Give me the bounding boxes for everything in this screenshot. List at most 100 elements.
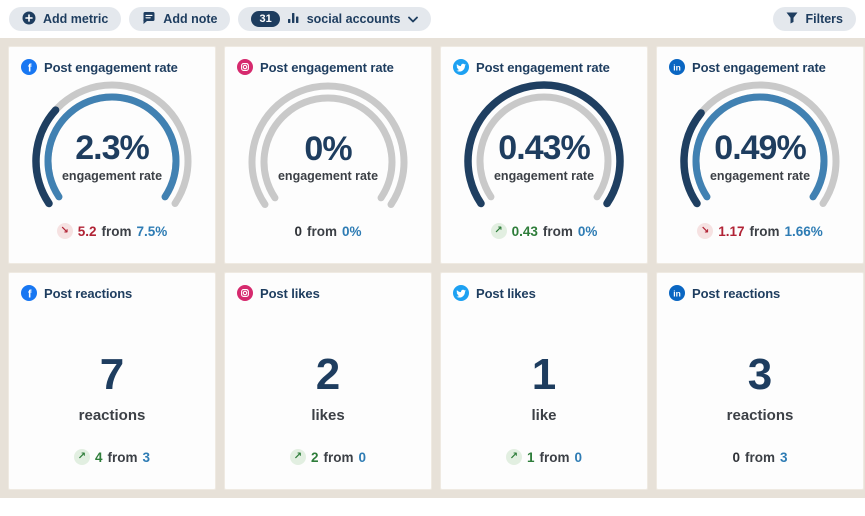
metric-card-facebook-engagement-rate[interactable]: f Post engagement rate 2.3% engagement r… — [8, 46, 216, 264]
gauge-chart — [248, 82, 408, 208]
change-indicator: ↘ 5.2 from 7.5% — [21, 223, 203, 247]
previous-value: 0 — [358, 449, 367, 465]
svg-text:in: in — [673, 62, 681, 72]
previous-value: 0 — [574, 449, 583, 465]
card-title: Post likes — [476, 285, 536, 301]
metric-value: 2.3% — [75, 129, 150, 167]
change-value: 0 — [732, 450, 740, 465]
change-value: 0 — [294, 224, 302, 239]
metric-card-linkedin-reactions[interactable]: in Post reactions 3 reactions 0 from 3 — [656, 272, 864, 490]
trend-arrow-icon: ↗ — [490, 223, 507, 239]
change-indicator: ↗ 0.43 from 0% — [453, 223, 635, 247]
metric-card-instagram-engagement-rate[interactable]: Post engagement rate 0% engagement rate … — [224, 46, 432, 264]
plus-circle-icon — [22, 11, 36, 28]
add-metric-button[interactable]: Add metric — [9, 7, 122, 31]
add-metric-label: Add metric — [43, 12, 109, 26]
card-title: Post engagement rate — [692, 59, 826, 75]
add-note-button[interactable]: Add note — [129, 7, 231, 31]
card-title: Post reactions — [44, 285, 133, 301]
metric-label: reactions — [78, 406, 146, 424]
card-header: f Post engagement rate — [21, 59, 203, 75]
svg-text:f: f — [28, 62, 32, 74]
card-title: Post likes — [260, 285, 320, 301]
chevron-down-icon — [407, 12, 418, 26]
metric-label: engagement rate — [277, 169, 379, 184]
change-indicator: ↘ 1.17 from 1.66% — [669, 223, 851, 247]
card-title: Post engagement rate — [260, 59, 394, 75]
metric-card-linkedin-engagement-rate[interactable]: in Post engagement rate 0.49% engagement… — [656, 46, 864, 264]
change-value: 5.2 — [77, 223, 97, 239]
accounts-count-badge: 31 — [251, 11, 280, 27]
card-title: Post reactions — [692, 285, 781, 301]
change-indicator: ↗ 4 from 3 — [21, 449, 203, 473]
trend-arrow-icon: ↘ — [56, 223, 73, 239]
change-indicator: 0 from 0% — [237, 224, 419, 247]
toolbar: Add metric Add note 31 social accounts F… — [0, 0, 865, 38]
note-bubble-icon — [142, 11, 156, 28]
previous-value: 0% — [342, 224, 362, 239]
filters-button[interactable]: Filters — [773, 7, 856, 31]
metric-value: 0% — [304, 129, 352, 168]
twitter-icon — [453, 285, 469, 301]
change-from-word: from — [307, 224, 337, 239]
add-note-label: Add note — [163, 12, 218, 26]
change-value: 1 — [526, 449, 535, 465]
instagram-icon — [237, 285, 253, 301]
card-header: Post likes — [237, 285, 419, 301]
svg-text:f: f — [28, 288, 32, 300]
engagement-gauge: 0% engagement rate — [237, 78, 419, 224]
linkedin-icon: in — [669, 285, 685, 301]
previous-value: 0% — [577, 223, 598, 239]
facebook-icon: f — [21, 59, 37, 75]
metric-label: engagement rate — [61, 168, 163, 183]
engagement-gauge: 0.43% engagement rate — [453, 77, 635, 223]
change-value: 1.17 — [718, 223, 745, 239]
gauge-chart — [32, 81, 192, 208]
change-value: 0.43 — [511, 223, 538, 239]
engagement-gauge: 2.3% engagement rate — [21, 77, 203, 223]
trend-arrow-icon: ↗ — [73, 449, 90, 465]
facebook-icon: f — [21, 285, 37, 301]
change-indicator: ↗ 1 from 0 — [453, 449, 635, 473]
trend-arrow-icon: ↗ — [505, 449, 522, 465]
change-from-word: from — [749, 223, 780, 239]
svg-text:in: in — [673, 288, 681, 298]
change-from-word: from — [542, 223, 573, 239]
metric-card-instagram-likes[interactable]: Post likes 2 likes ↗ 2 from 0 — [224, 272, 432, 490]
metric-value: 0.43% — [498, 129, 590, 167]
card-header: Post engagement rate — [237, 59, 419, 75]
card-header: in Post engagement rate — [669, 59, 851, 75]
change-indicator: ↗ 2 from 0 — [237, 449, 419, 473]
previous-value: 1.66% — [784, 223, 823, 239]
metric-card-twitter-likes[interactable]: Post likes 1 like ↗ 1 from 0 — [440, 272, 648, 490]
metric-card-twitter-engagement-rate[interactable]: Post engagement rate 0.43% engagement ra… — [440, 46, 648, 264]
metric-value: 7 — [99, 349, 125, 399]
metric-label: engagement rate — [709, 168, 811, 183]
metric-card-facebook-reactions[interactable]: f Post reactions 7 reactions ↗ 4 from 3 — [8, 272, 216, 490]
metric-value: 2 — [315, 349, 341, 399]
accounts-label: social accounts — [306, 12, 401, 26]
change-from-word: from — [107, 449, 138, 465]
linkedin-icon: in — [669, 59, 685, 75]
change-value: 4 — [94, 449, 103, 465]
twitter-icon — [453, 59, 469, 75]
instagram-icon — [237, 59, 253, 75]
metric-label: like — [531, 406, 557, 424]
previous-value: 3 — [780, 450, 788, 465]
card-header: Post engagement rate — [453, 59, 635, 75]
metric-label: reactions — [726, 407, 794, 424]
change-from-word: from — [539, 449, 570, 465]
gauge-chart — [680, 81, 840, 208]
bar-chart-icon — [287, 11, 300, 27]
change-value: 2 — [310, 449, 319, 465]
metric-label: likes — [311, 406, 345, 424]
trend-arrow-icon: ↘ — [697, 223, 714, 239]
change-from-word: from — [101, 223, 132, 239]
card-title: Post engagement rate — [44, 59, 178, 75]
card-header: f Post reactions — [21, 285, 203, 301]
engagement-gauge: 0.49% engagement rate — [669, 77, 851, 223]
dashboard-grid: f Post engagement rate 2.3% engagement r… — [0, 38, 865, 498]
metric-value: 3 — [747, 350, 773, 399]
card-title: Post engagement rate — [476, 59, 610, 75]
social-accounts-selector[interactable]: 31 social accounts — [238, 7, 431, 31]
